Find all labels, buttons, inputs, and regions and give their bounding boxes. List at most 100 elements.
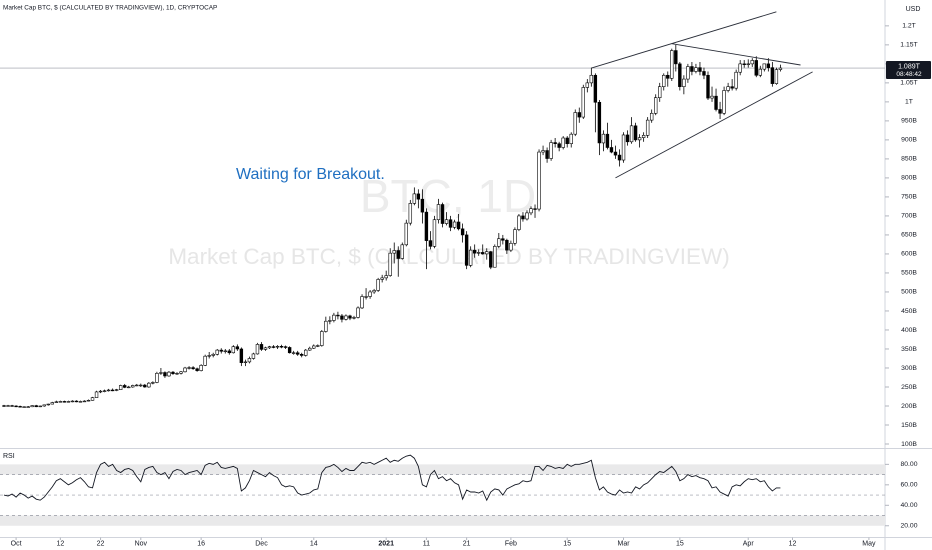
candle-body (179, 371, 183, 374)
candle-body (690, 66, 694, 72)
candle-body (74, 400, 79, 403)
candle-body (710, 95, 714, 99)
candle-body (670, 50, 674, 79)
candle-body (702, 71, 706, 76)
y-tick-label: 650B (901, 232, 917, 239)
candle-body (372, 290, 376, 293)
candle-body (304, 349, 308, 356)
candle-body (263, 347, 268, 350)
candle-body (553, 142, 557, 144)
candle-body (605, 133, 610, 148)
x-tick-label: 22 (97, 540, 105, 547)
candle-body (6, 405, 10, 407)
candle-body (766, 63, 771, 68)
candle-body (215, 349, 219, 355)
candle-body (706, 74, 710, 99)
candle-body (191, 367, 195, 370)
y-tick-label: 950B (901, 118, 917, 125)
candle-body (569, 133, 573, 144)
candle-body (283, 346, 288, 348)
candle-body (593, 74, 598, 103)
candle-body (147, 382, 151, 388)
candle-body (481, 252, 485, 255)
candle-body (151, 382, 155, 384)
candle-body (127, 386, 131, 389)
x-tick-label: 21 (463, 540, 471, 547)
plot: Oct 12 22 Nov 16 Dec 14 2021 11 21 Feb 15 Mar 15 Apr 12… (0, 11, 931, 547)
candle-body (360, 296, 364, 309)
candle-body (10, 405, 14, 407)
y-tick-label: 400B (901, 327, 917, 334)
candle-body (340, 315, 344, 320)
x-tick-label: 2021 (378, 540, 394, 547)
candle-body (231, 346, 236, 354)
candle-body (416, 193, 421, 200)
y-tick-label: 150B (901, 422, 917, 429)
x-tick-label: 15 (676, 540, 684, 547)
candle-body (460, 228, 465, 236)
candle-body (746, 63, 750, 65)
trend-line (615, 71, 813, 179)
candle-body (368, 291, 372, 297)
y-tick-label: 80.00 (900, 461, 917, 468)
candle-body (316, 345, 320, 347)
watermark-name: Market Cap BTC, $ (CALCULATED BY TRADING… (168, 244, 729, 269)
candle-body (279, 346, 284, 348)
candle-body (424, 211, 429, 241)
candle-body (485, 251, 489, 255)
candle-body (545, 150, 549, 159)
candle-body (444, 219, 449, 224)
candle-body (187, 367, 191, 369)
candle-body (384, 275, 388, 279)
y-tick-label: 750B (901, 194, 917, 201)
candle-body (778, 67, 783, 70)
candle-body (658, 86, 662, 98)
y-tick-label: 1T (905, 99, 913, 106)
candle-body (211, 353, 215, 356)
candle-body (468, 249, 473, 266)
watermark-symbol: BTC, 1D (360, 170, 536, 222)
candle-body (448, 219, 453, 228)
candle-body (573, 112, 577, 135)
candle-body (565, 137, 569, 144)
candle-body (742, 63, 746, 65)
candle-body (14, 405, 18, 408)
candle-body (489, 251, 493, 268)
candle-body (239, 348, 244, 363)
candle-body (392, 250, 396, 254)
candle-body (645, 119, 650, 136)
candle-body (195, 368, 199, 371)
candle-body (328, 320, 332, 322)
x-tick-label: Feb (505, 540, 517, 547)
candle-body (324, 320, 328, 332)
candle-body (271, 346, 276, 348)
candle-body (525, 212, 529, 220)
candle-body (291, 352, 296, 354)
candle-body (513, 229, 517, 244)
candle-body (533, 208, 537, 210)
candle-body (682, 78, 686, 87)
candle-body (163, 372, 167, 377)
candle-body (649, 112, 654, 121)
candle-body (267, 346, 272, 349)
candle-body (259, 344, 264, 350)
candle-body (78, 401, 83, 403)
x-tick-label: 12 (56, 540, 64, 547)
candle-body (452, 221, 457, 228)
candle-body (243, 361, 248, 363)
y-tick-label: 550B (901, 270, 917, 277)
x-tick-label: 12 (789, 540, 797, 547)
candle-body (456, 221, 461, 230)
candle-body (440, 204, 445, 224)
candle-body (86, 399, 91, 402)
candle-body (404, 222, 408, 246)
candle-body (477, 252, 481, 254)
candle-body (219, 349, 223, 352)
x-tick-label: 15 (563, 540, 571, 547)
candle-body (114, 389, 119, 391)
candle-body (408, 203, 413, 224)
candle-body (312, 345, 316, 349)
candle-body (46, 403, 50, 406)
candle-body (287, 347, 292, 354)
candle-body (762, 63, 767, 70)
